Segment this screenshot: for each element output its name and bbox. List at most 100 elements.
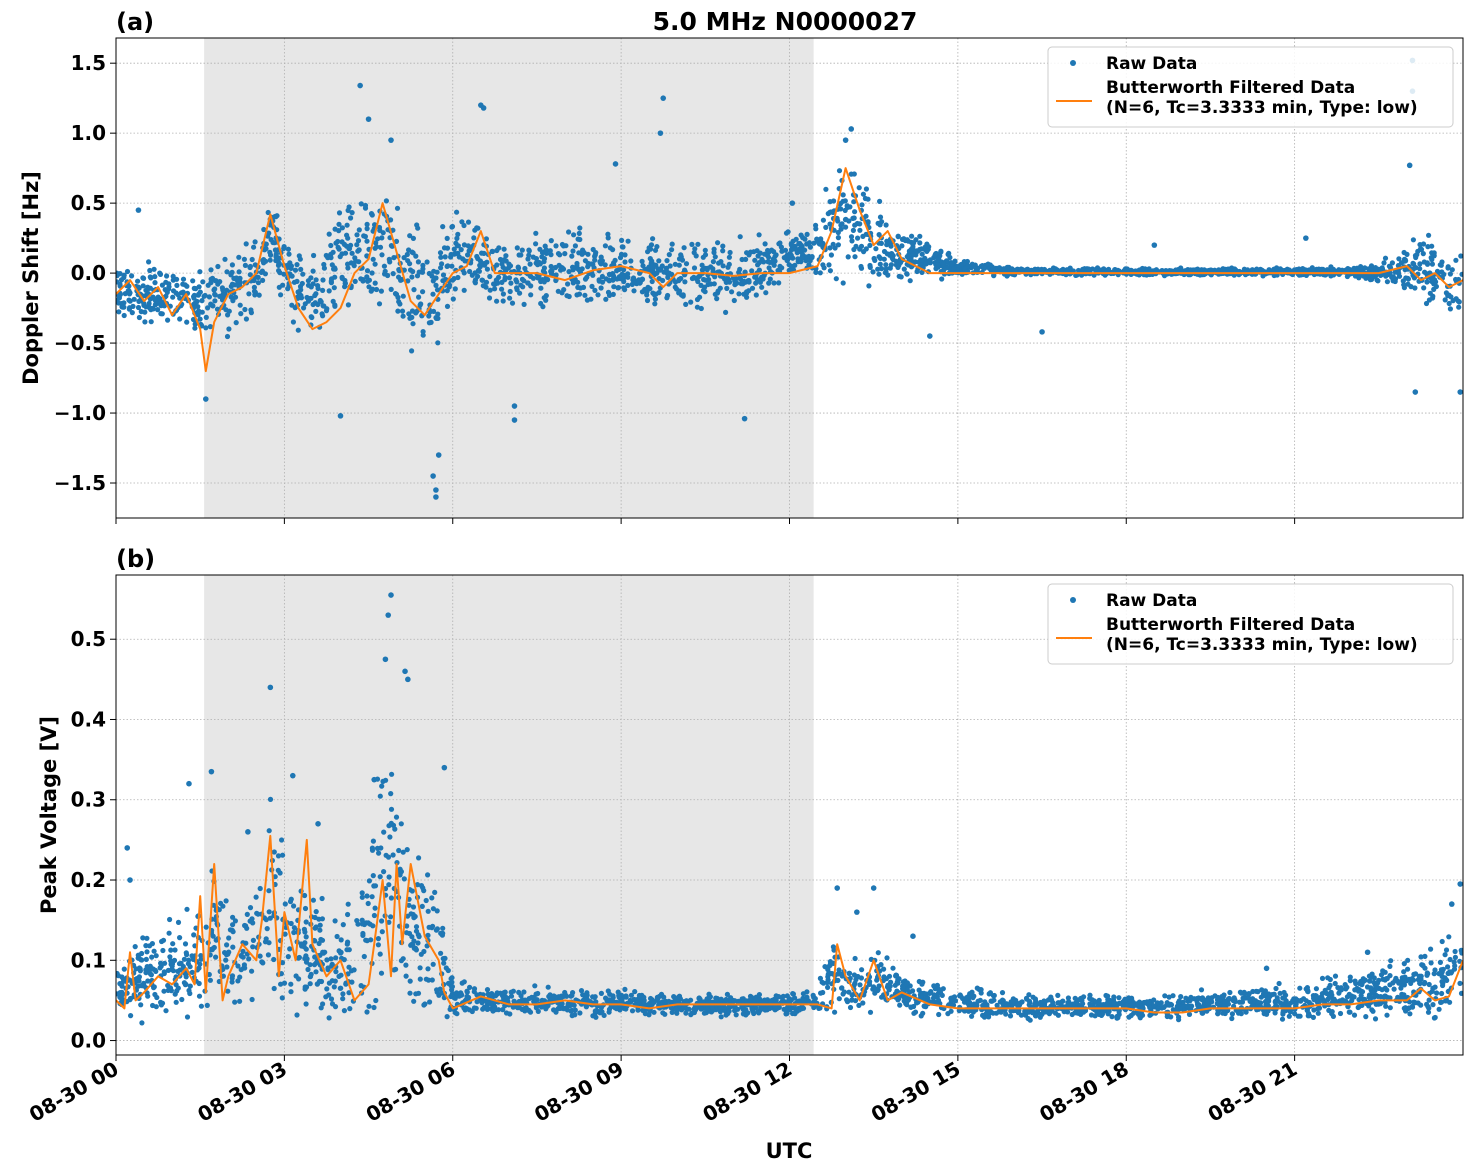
raw-data-point <box>462 258 468 264</box>
raw-data-point <box>338 985 344 991</box>
raw-data-point <box>1428 960 1434 966</box>
raw-data-point <box>205 305 211 311</box>
raw-data-point <box>293 973 299 979</box>
raw-data-point <box>197 316 203 322</box>
raw-data-point <box>230 944 236 950</box>
raw-data-point <box>183 950 189 956</box>
panel-b: 0.00.10.20.30.40.508-30 00 08-30 03 08-30 … <box>25 574 1464 1127</box>
raw-data-point <box>393 814 400 820</box>
raw-data-point <box>577 1010 583 1016</box>
raw-data-point <box>198 956 204 962</box>
raw-data-point <box>317 927 323 933</box>
raw-data-point <box>847 1004 854 1011</box>
raw-data-point <box>324 957 330 963</box>
raw-data-point <box>288 981 294 987</box>
raw-data-point <box>779 248 785 254</box>
x-axis-label: UTC <box>766 1139 813 1163</box>
raw-data-point <box>1273 1003 1279 1009</box>
raw-data-point <box>1390 274 1396 280</box>
raw-data-point <box>1033 1013 1039 1019</box>
raw-data-point <box>502 989 508 995</box>
panel-a-ytick-label: 1.0 <box>71 121 106 145</box>
raw-data-point <box>189 969 195 976</box>
raw-data-point <box>846 989 852 995</box>
raw-data-point <box>650 264 656 270</box>
raw-data-point <box>282 901 288 907</box>
raw-data-point <box>446 284 452 290</box>
raw-data-outlier-point <box>1303 235 1309 241</box>
raw-data-point <box>676 277 682 283</box>
raw-data-point <box>302 929 308 935</box>
raw-data-point <box>599 273 606 280</box>
raw-data-point <box>380 230 386 236</box>
raw-data-point <box>147 267 153 274</box>
raw-data-point <box>381 869 387 875</box>
raw-data-point <box>278 292 284 298</box>
raw-data-point <box>435 311 441 317</box>
raw-data-point <box>131 296 137 302</box>
raw-data-point <box>977 997 983 1004</box>
raw-data-point <box>261 247 268 253</box>
raw-data-point <box>969 264 975 270</box>
raw-data-point <box>857 221 863 227</box>
raw-data-point <box>519 247 525 253</box>
raw-data-point <box>1356 275 1362 281</box>
raw-data-point <box>266 828 272 834</box>
raw-data-point <box>799 255 805 261</box>
raw-data-point <box>1236 999 1243 1005</box>
raw-data-point <box>793 236 799 242</box>
raw-data-point <box>969 1013 975 1019</box>
raw-data-point <box>1426 232 1432 238</box>
raw-data-point <box>170 941 176 947</box>
raw-data-point <box>310 281 316 287</box>
raw-data-point <box>1430 295 1436 301</box>
raw-data-point <box>714 296 720 302</box>
raw-data-point <box>1365 266 1372 272</box>
raw-data-point <box>387 834 393 840</box>
raw-data-point <box>1208 267 1215 273</box>
raw-data-point <box>906 248 913 254</box>
raw-data-point <box>331 285 337 291</box>
raw-data-point <box>147 274 153 280</box>
raw-data-point <box>177 935 183 941</box>
raw-data-point <box>407 315 413 321</box>
raw-data-point <box>848 234 855 240</box>
raw-data-point <box>766 254 772 260</box>
raw-data-point <box>413 928 420 934</box>
raw-data-point <box>853 977 859 983</box>
raw-data-point <box>699 267 706 273</box>
raw-data-point <box>888 243 894 249</box>
raw-data-point <box>715 240 721 246</box>
raw-data-point <box>777 263 783 269</box>
raw-data-point <box>1452 948 1458 955</box>
raw-data-point <box>639 276 645 282</box>
raw-data-point <box>331 266 337 272</box>
raw-data-point <box>223 898 229 904</box>
raw-data-point <box>223 957 229 963</box>
raw-data-point <box>708 281 714 287</box>
raw-data-outlier-point <box>433 487 439 493</box>
raw-data-point <box>311 252 317 259</box>
raw-data-point <box>838 206 844 212</box>
raw-data-point <box>194 298 200 305</box>
raw-data-point <box>788 252 794 258</box>
raw-data-point <box>121 272 127 278</box>
raw-data-point <box>767 276 773 282</box>
raw-data-point <box>526 1007 532 1014</box>
raw-data-point <box>285 954 291 960</box>
raw-data-point <box>313 969 319 975</box>
raw-data-point <box>442 955 448 962</box>
raw-data-point <box>804 231 810 237</box>
raw-data-point <box>338 937 344 943</box>
raw-data-point <box>863 186 870 192</box>
raw-data-point <box>467 984 473 991</box>
raw-data-point <box>683 261 690 267</box>
raw-data-point <box>132 944 138 950</box>
raw-data-point <box>907 983 913 989</box>
raw-data-point <box>753 273 759 279</box>
raw-data-point <box>404 251 410 258</box>
raw-data-point <box>541 256 548 262</box>
raw-data-point <box>345 261 351 267</box>
raw-data-point <box>559 290 565 296</box>
raw-data-point <box>931 992 937 998</box>
